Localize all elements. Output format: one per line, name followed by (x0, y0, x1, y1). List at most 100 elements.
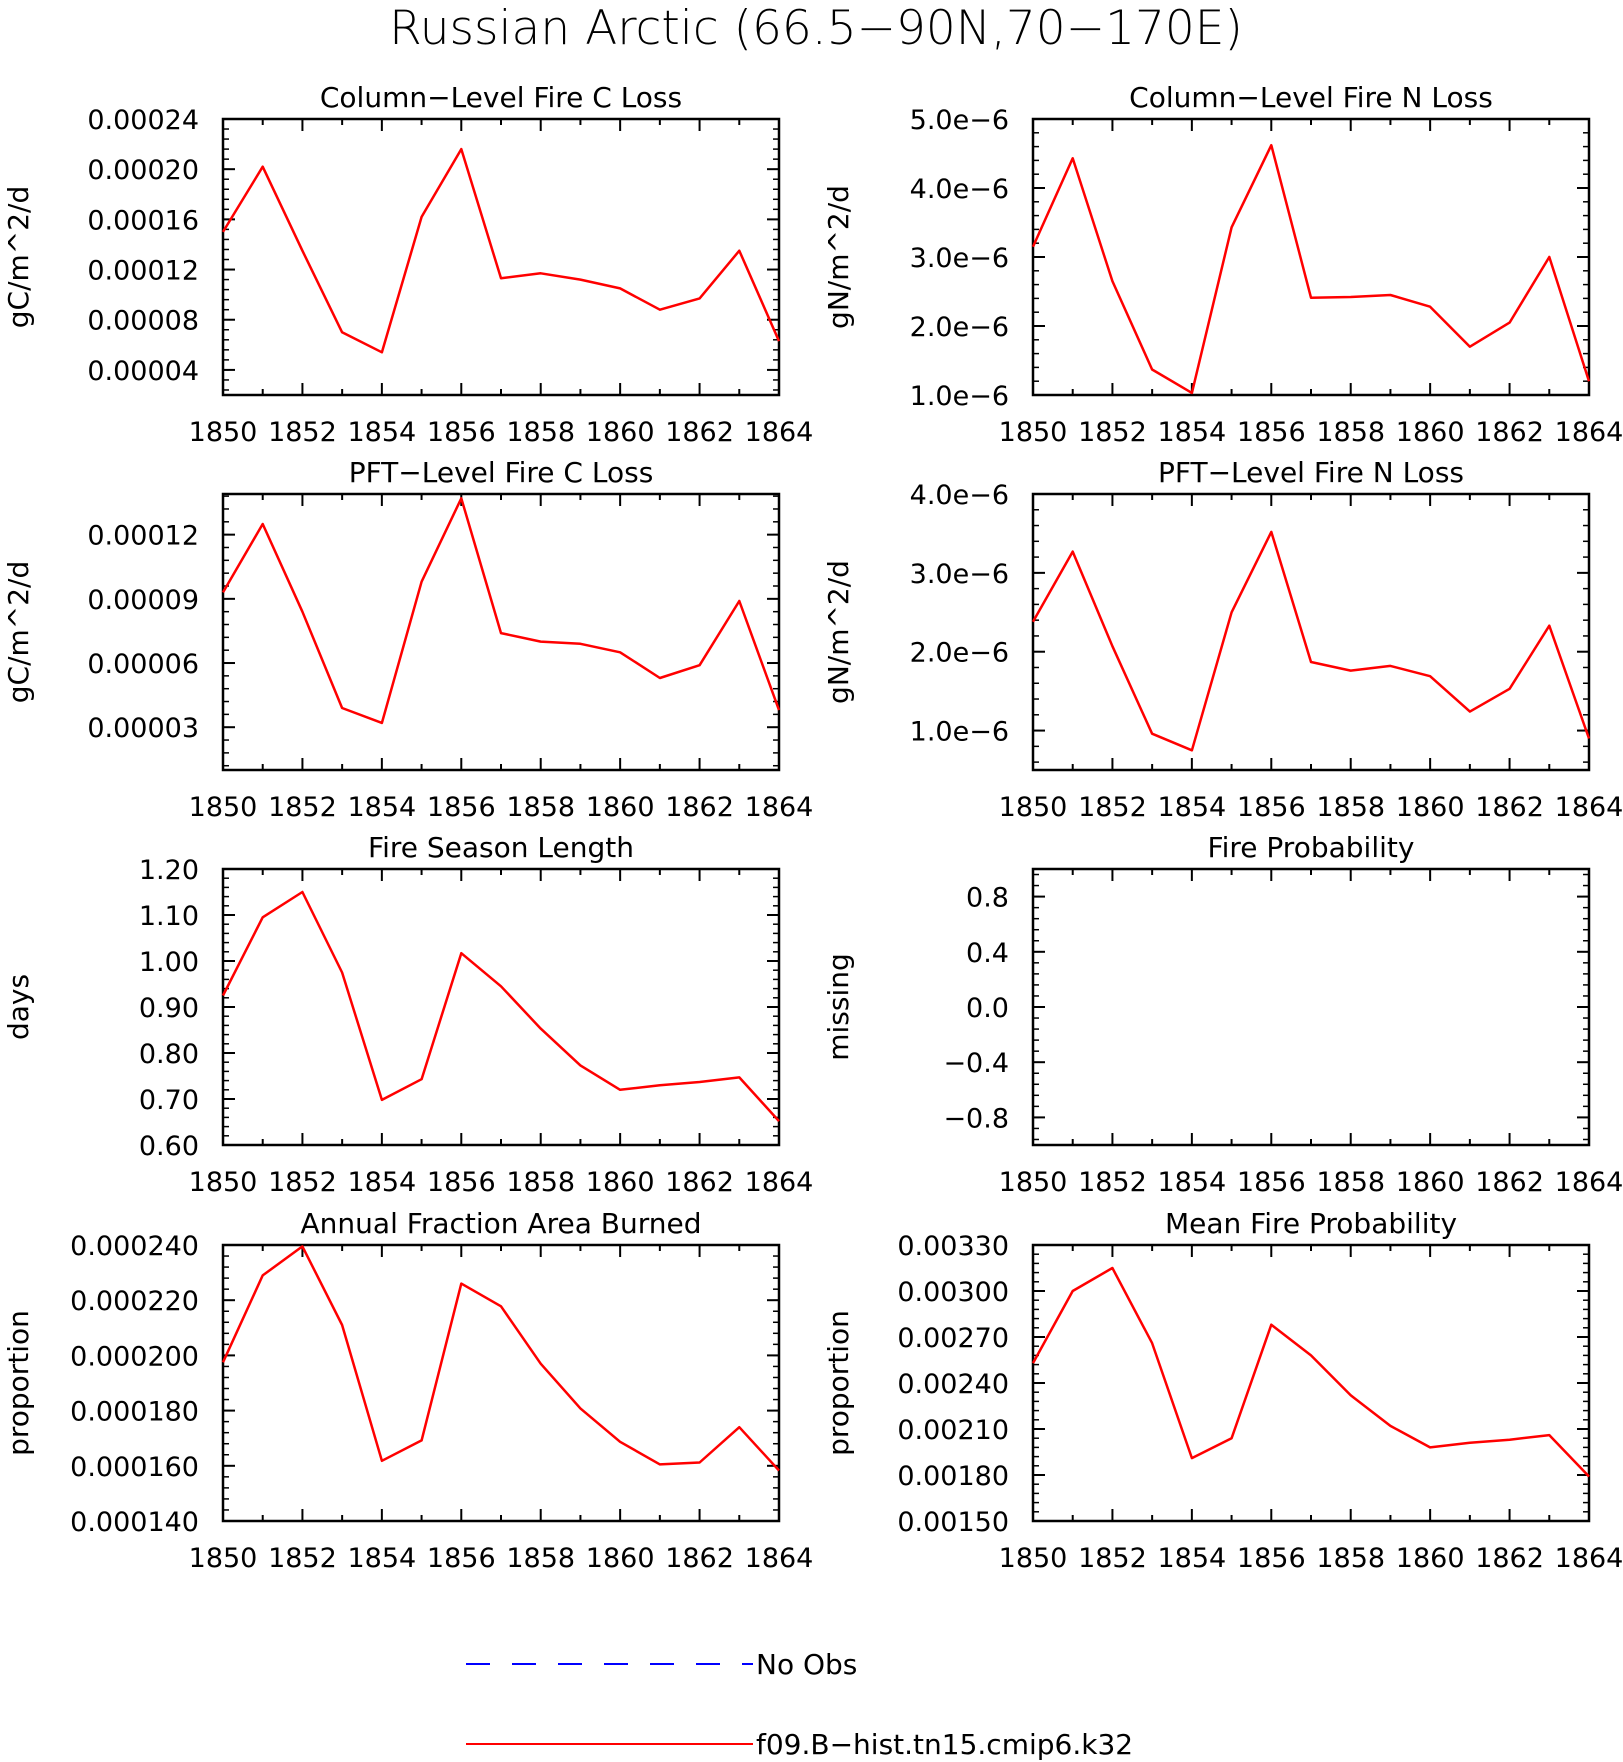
chart-panel-pft-level-fire-c-loss: PFT−Level Fire C Loss gC/m^2/d 1850 1852 185… (2, 456, 813, 823)
panel-title: Annual Fraction Area Burned (301, 1207, 702, 1240)
x-tick-label: 1858 (506, 792, 575, 823)
x-tick-label: 1852 (1078, 792, 1147, 823)
series-line-f09-b-hist-tn15-cmip6-k32 (221, 147, 781, 354)
y-axis-label: days (2, 974, 35, 1040)
legend-label: f09.B−hist.tn15.cmip6.k32 (756, 1728, 1133, 1761)
y-tick-label: 5.0e−6 (910, 105, 1009, 136)
x-tick-label: 1860 (1396, 417, 1465, 448)
y-tick-label: 0.00004 (87, 356, 199, 387)
x-tick-label: 1856 (1237, 1543, 1306, 1574)
y-tick-label: 0.00008 (87, 306, 199, 337)
x-tick-label: 1852 (1078, 1543, 1147, 1574)
y-tick-label: 0.00330 (897, 1231, 1009, 1262)
x-tick-label: 1858 (506, 1167, 575, 1198)
y-tick-label: 0.000220 (70, 1286, 199, 1317)
x-tick-label: 1862 (1475, 417, 1544, 448)
x-tick-label: 1852 (268, 1167, 337, 1198)
panel-title: Mean Fire Probability (1165, 1207, 1457, 1240)
x-tick-label: 1854 (1157, 792, 1226, 823)
figure-legend: No Obs f09.B−hist.tn15.cmip6.k32 (466, 1648, 1133, 1761)
x-tick-label: 1856 (427, 792, 496, 823)
y-tick-label: 0.000200 (70, 1341, 199, 1372)
panel-title: PFT−Level Fire N Loss (1158, 456, 1464, 489)
x-tick-label: 1856 (427, 1167, 496, 1198)
x-tick-label: 1856 (1237, 792, 1306, 823)
x-tick-label: 1850 (999, 1167, 1068, 1198)
y-tick-label: 0.00012 (87, 521, 199, 552)
x-tick-label: 1860 (586, 1167, 655, 1198)
series-line-f09-b-hist-tn15-cmip6-k32 (221, 497, 781, 725)
y-tick-label: 3.0e−6 (910, 559, 1009, 590)
y-tick-label: 0.00012 (87, 256, 199, 287)
y-tick-label: 0.00240 (897, 1369, 1009, 1400)
x-tick-label: 1862 (1475, 1543, 1544, 1574)
x-tick-label: 1862 (665, 1543, 734, 1574)
chart-panel-fire-season-length: Fire Season Length days 1850 1852 1854 1856 18… (2, 831, 813, 1198)
y-axis-label: gC/m^2/d (2, 186, 35, 329)
x-tick-label: 1856 (427, 1543, 496, 1574)
x-tick-label: 1864 (1555, 1167, 1623, 1198)
y-tick-label: 0.70 (139, 1085, 199, 1116)
x-tick-label: 1852 (1078, 1167, 1147, 1198)
y-tick-label: 0.00210 (897, 1415, 1009, 1446)
y-tick-label: 0.00180 (897, 1461, 1009, 1492)
x-tick-label: 1862 (665, 1167, 734, 1198)
x-tick-label: 1854 (347, 1167, 416, 1198)
chart-panels: Column−Level Fire C Loss gC/m^2/d 1850 1852… (2, 81, 1623, 1574)
y-tick-label: 0.00300 (897, 1277, 1009, 1308)
y-tick-label: 1.0e−6 (910, 381, 1009, 412)
y-tick-label: 0.90 (139, 993, 199, 1024)
x-tick-label: 1860 (586, 417, 655, 448)
x-tick-label: 1862 (665, 417, 734, 448)
x-tick-label: 1852 (268, 1543, 337, 1574)
y-axis-label: proportion (822, 1310, 855, 1456)
x-tick-label: 1864 (1555, 1543, 1623, 1574)
figure-title: Russian Arctic (66.5−90N,70−170E) (389, 1, 1243, 56)
x-tick-label: 1850 (189, 1167, 258, 1198)
x-tick-label: 1850 (999, 417, 1068, 448)
x-tick-label: 1858 (1316, 417, 1385, 448)
x-tick-label: 1854 (347, 417, 416, 448)
series-line-f09-b-hist-tn15-cmip6-k32 (1031, 143, 1591, 395)
chart-panel-column-level-fire-c-loss: Column−Level Fire C Loss gC/m^2/d 1850 1852… (2, 81, 813, 448)
y-tick-label: 0.00020 (87, 155, 199, 186)
y-tick-label: 1.10 (139, 901, 199, 932)
chart-panel-fire-probability: Fire Probability missing 1850 1852 1854 1856 1… (822, 831, 1623, 1198)
x-tick-label: 1862 (665, 792, 734, 823)
panel-title: Column−Level Fire N Loss (1129, 81, 1493, 114)
legend-label: No Obs (756, 1648, 857, 1681)
x-tick-label: 1864 (745, 417, 814, 448)
y-tick-label: 0.80 (139, 1039, 199, 1070)
x-tick-label: 1864 (745, 792, 814, 823)
y-tick-label: 0.00024 (87, 105, 199, 136)
x-tick-label: 1860 (1396, 792, 1465, 823)
x-tick-label: 1858 (506, 1543, 575, 1574)
x-tick-label: 1858 (1316, 1167, 1385, 1198)
x-tick-label: 1852 (268, 417, 337, 448)
x-tick-label: 1864 (745, 1543, 814, 1574)
chart-panel-mean-fire-probability: Mean Fire Probability proportion 1850 1852 1… (822, 1207, 1623, 1574)
x-tick-label: 1856 (427, 417, 496, 448)
series-line-f09-b-hist-tn15-cmip6-k32 (221, 890, 780, 1122)
series-line-f09-b-hist-tn15-cmip6-k32 (1031, 530, 1591, 752)
x-tick-label: 1864 (1555, 417, 1623, 448)
chart-panel-column-level-fire-n-loss: Column−Level Fire N Loss gN/m^2/d 1850 1852… (822, 81, 1623, 448)
x-tick-label: 1850 (189, 1543, 258, 1574)
y-tick-label: 1.0e−6 (910, 717, 1009, 748)
x-tick-label: 1854 (1157, 1167, 1226, 1198)
panel-title: Column−Level Fire C Loss (320, 81, 682, 114)
panel-title: PFT−Level Fire C Loss (349, 456, 654, 489)
y-tick-label: 0.000180 (70, 1397, 199, 1428)
x-tick-label: 1864 (745, 1167, 814, 1198)
x-tick-label: 1854 (347, 1543, 416, 1574)
x-tick-label: 1852 (1078, 417, 1147, 448)
y-tick-label: 0.00006 (87, 649, 199, 680)
x-tick-label: 1858 (1316, 792, 1385, 823)
x-tick-label: 1858 (506, 417, 575, 448)
y-tick-label: 0.000160 (70, 1452, 199, 1483)
chart-panel-pft-level-fire-n-loss: PFT−Level Fire N Loss gN/m^2/d 1850 1852 185… (822, 456, 1623, 823)
x-tick-label: 1854 (1157, 417, 1226, 448)
x-tick-label: 1852 (268, 792, 337, 823)
chart-panel-annual-fraction-area-burned: Annual Fraction Area Burned proportion 185… (2, 1207, 813, 1574)
